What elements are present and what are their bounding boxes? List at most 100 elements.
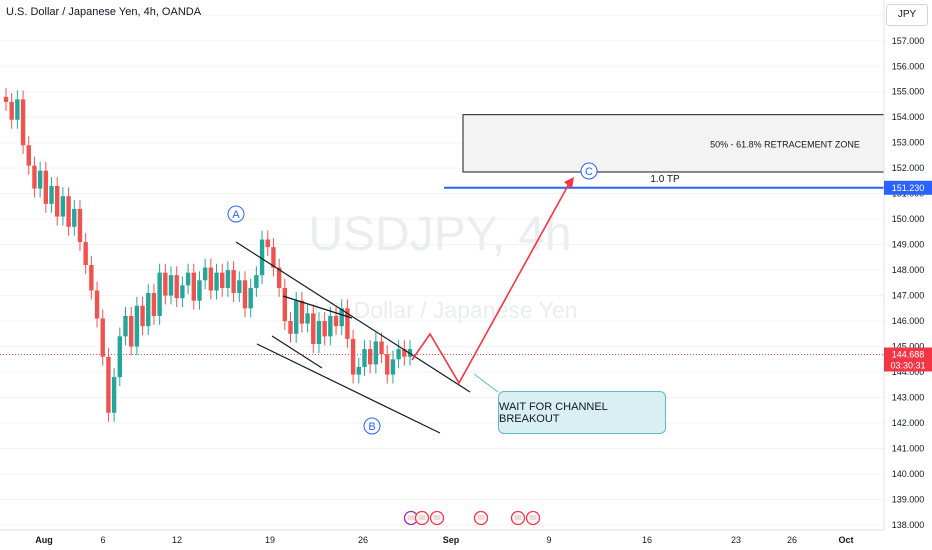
- price-tick-label: 152.000: [892, 163, 925, 173]
- currency-button[interactable]: JPY: [886, 4, 928, 26]
- tp-price-label: 151.230: [892, 183, 925, 193]
- event-flag-icon: [407, 515, 415, 520]
- callout-pointer: [473, 373, 499, 393]
- candle-body: [117, 336, 123, 378]
- time-label: 12: [172, 535, 182, 545]
- candle-body: [49, 186, 54, 204]
- candle-body: [111, 377, 117, 413]
- price-tick-label: 142.000: [892, 418, 925, 428]
- tp-price-tag: [884, 180, 932, 195]
- candle-body: [311, 313, 316, 344]
- candle-body: [94, 290, 100, 319]
- candle-body: [191, 272, 196, 301]
- candle-body: [123, 315, 128, 337]
- price-tick-label: 148.000: [892, 265, 925, 275]
- candle-body: [220, 272, 225, 288]
- candle-body: [60, 196, 66, 217]
- inner-lower-line[interactable]: [271, 335, 323, 369]
- time-label: 6: [100, 535, 105, 545]
- candle-body: [265, 239, 270, 248]
- channel-upper-line[interactable]: [235, 241, 471, 393]
- candle-body: [32, 165, 37, 189]
- event-flag-icon: [477, 515, 485, 520]
- price-tick-label: 143.000: [892, 393, 925, 403]
- price-tick-label: 146.000: [892, 316, 925, 326]
- price-tick-label: 153.000: [892, 138, 925, 148]
- price-tick-label: 150.000: [892, 214, 925, 224]
- price-tick-label: 155.000: [892, 87, 925, 97]
- candle-body: [322, 321, 327, 337]
- price-tick-label: 147.000: [892, 291, 925, 301]
- candle-body: [248, 287, 253, 309]
- price-tick-label: 145.000: [892, 342, 925, 352]
- retracement-zone-box[interactable]: [462, 114, 885, 173]
- inner-upper-line[interactable]: [282, 295, 353, 319]
- candle-body: [259, 239, 265, 276]
- time-label: 26: [787, 535, 797, 545]
- zone-label: 50% - 61.8% RETRACEMENT ZONE: [710, 139, 860, 149]
- candle-body: [373, 341, 379, 365]
- candle-body: [100, 318, 105, 357]
- channel-drawings[interactable]: A B C: [227, 162, 598, 435]
- time-label: Oct: [838, 535, 853, 545]
- candle-body: [140, 305, 145, 327]
- candle-body: [225, 270, 231, 288]
- price-tick-label: 138.000: [892, 520, 925, 530]
- price-tick-label: 141.000: [892, 443, 925, 453]
- time-label: 23: [731, 535, 741, 545]
- current-price-tag: [884, 347, 932, 372]
- candle-body: [106, 356, 111, 413]
- event-flag-icon: [514, 515, 522, 520]
- candle-body: [83, 242, 88, 265]
- candle-body: [362, 349, 367, 367]
- candle-body: [208, 267, 214, 291]
- candle-body: [305, 313, 310, 324]
- time-label: Aug: [35, 535, 53, 545]
- candle-body: [37, 170, 43, 189]
- candle-body: [134, 305, 140, 347]
- candle-body: [66, 196, 71, 227]
- candle-body: [316, 321, 322, 344]
- event-icons[interactable]: [403, 510, 541, 526]
- breakout-callout[interactable]: WAIT FOR CHANNEL BREAKOUT: [498, 391, 666, 434]
- tp-line[interactable]: 1.0 TP: [444, 174, 884, 189]
- wave-a-label: A: [232, 209, 240, 221]
- price-tick-label: 157.000: [892, 36, 925, 46]
- candle-body: [128, 315, 134, 347]
- price-tick-label: 139.000: [892, 494, 925, 504]
- candle-body: [163, 272, 168, 296]
- wave-c-marker[interactable]: [580, 162, 598, 180]
- candle-body: [237, 280, 242, 294]
- candle-body: [72, 208, 77, 227]
- candle-body: [214, 272, 219, 291]
- candle-body: [282, 287, 288, 322]
- candle-body: [288, 321, 293, 334]
- candle-body: [333, 315, 339, 327]
- candle-body: [293, 300, 299, 334]
- price-axis[interactable]: 158.000157.000156.000155.000154.000153.0…: [883, 0, 932, 550]
- candle-body: [15, 99, 20, 120]
- candle-body: [20, 99, 26, 146]
- grid: [0, 14, 884, 526]
- channel-lower-line[interactable]: [256, 343, 441, 434]
- price-axis-background: [884, 0, 932, 550]
- candle-body: [231, 270, 236, 294]
- price-tick-label: 144.000: [892, 367, 925, 377]
- candle-body: [55, 186, 60, 217]
- tp-label: 1.0 TP: [650, 174, 680, 185]
- wave-b-marker[interactable]: [363, 417, 381, 435]
- projection-path[interactable]: [411, 181, 571, 385]
- price-tick-label: 154.000: [892, 112, 925, 122]
- candle-body: [168, 275, 174, 296]
- candle-body: [180, 285, 185, 299]
- time-label: 16: [642, 535, 652, 545]
- time-label: 19: [265, 535, 275, 545]
- time-axis[interactable]: Aug 6 12 19 26 Sep 9 16 23 26 Oct: [0, 529, 884, 545]
- candle-body: [9, 101, 14, 120]
- wave-a-marker[interactable]: [227, 205, 245, 223]
- candle-body: [157, 272, 162, 316]
- candle-body: [197, 280, 202, 301]
- retracement-zone[interactable]: 50% - 61.8% RETRACEMENT ZONE: [462, 114, 885, 173]
- countdown-label: 03:30:31: [890, 360, 925, 370]
